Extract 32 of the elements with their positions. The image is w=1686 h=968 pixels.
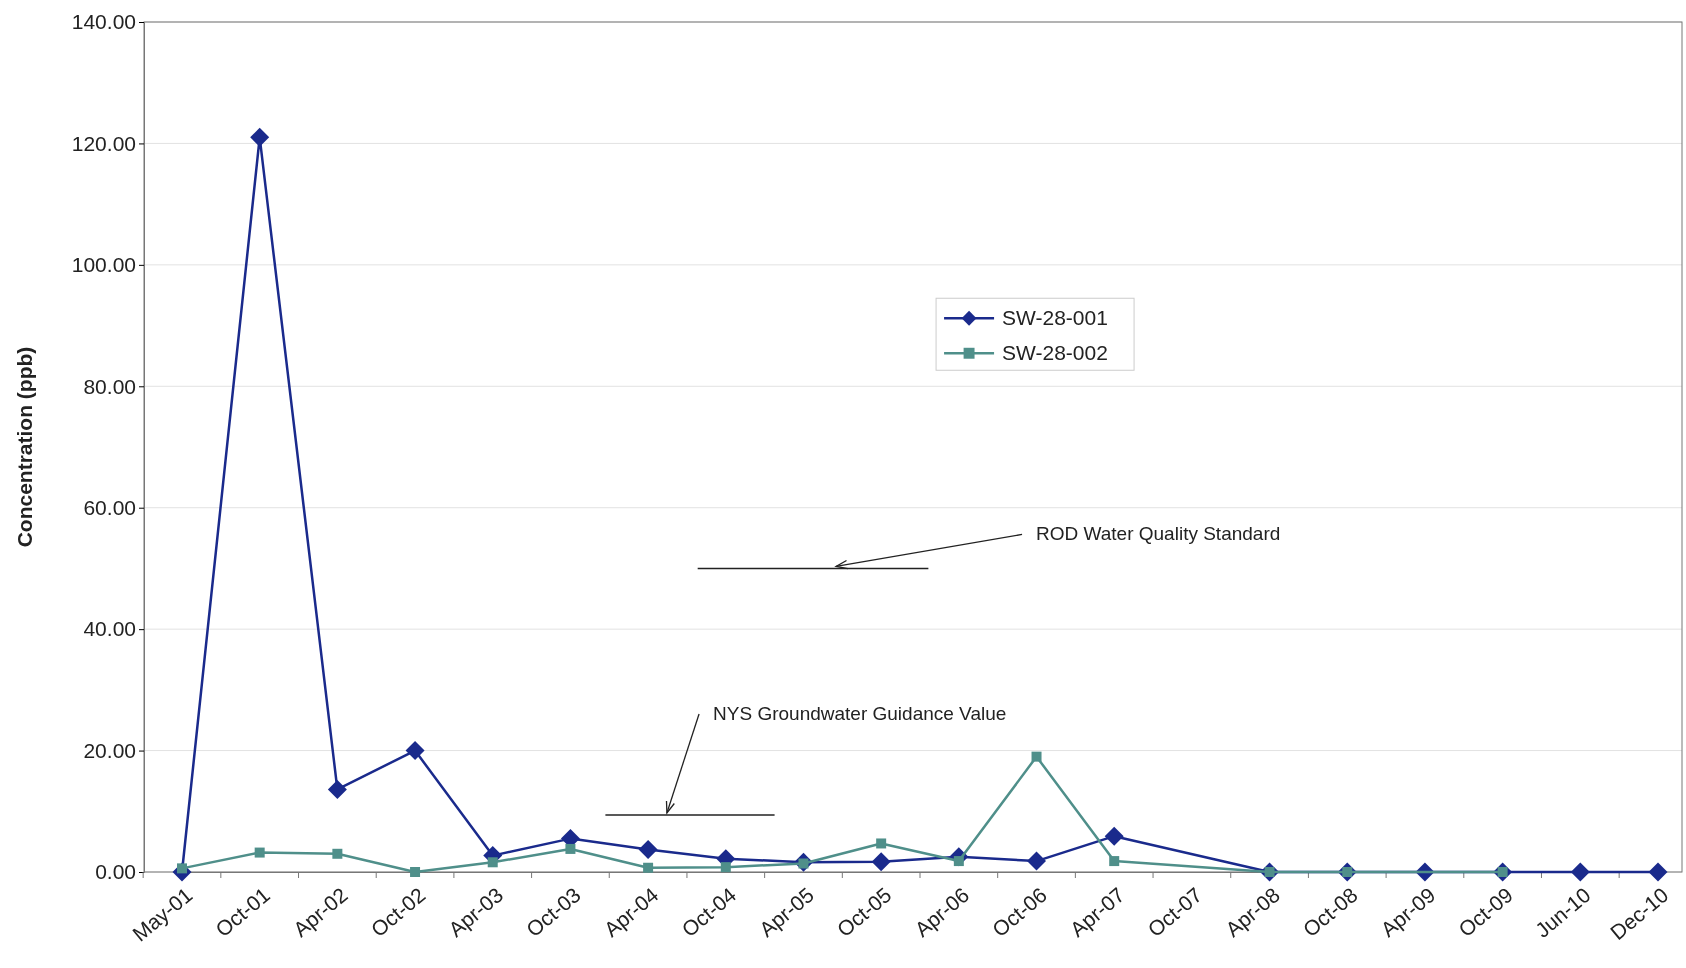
point xyxy=(250,127,270,147)
legend-label: SW-28-001 xyxy=(1002,306,1108,330)
ref-line-label: ROD Water Quality Standard xyxy=(1036,523,1281,545)
y-axis-title: Concentration (ppb) xyxy=(13,346,36,548)
point xyxy=(871,852,891,872)
point xyxy=(638,840,658,860)
point xyxy=(1031,751,1042,762)
y-tick-label: 0.00 xyxy=(95,860,136,884)
point xyxy=(720,862,731,873)
point xyxy=(332,848,343,859)
point xyxy=(565,843,576,854)
y-tick-label: 120.00 xyxy=(71,131,136,155)
y-tick-label: 40.00 xyxy=(83,617,136,641)
y-tick-label: 100.00 xyxy=(71,253,136,277)
point xyxy=(1027,851,1047,871)
point xyxy=(1109,856,1120,867)
point xyxy=(1648,862,1668,882)
point xyxy=(1570,862,1590,882)
point xyxy=(1104,826,1124,846)
y-tick-label: 140.00 xyxy=(71,10,136,34)
point xyxy=(643,862,654,873)
legend-label: SW-28-002 xyxy=(1002,341,1108,365)
point xyxy=(410,867,421,877)
point xyxy=(876,838,887,849)
point xyxy=(254,847,265,858)
ref-line-label: NYS Groundwater Guidance Value xyxy=(713,702,1007,724)
point xyxy=(487,857,498,868)
y-tick-label: 20.00 xyxy=(83,738,136,762)
point xyxy=(327,779,347,799)
y-tick-label: 60.00 xyxy=(83,495,136,519)
y-tick-label: 80.00 xyxy=(83,374,136,398)
point xyxy=(405,741,425,761)
